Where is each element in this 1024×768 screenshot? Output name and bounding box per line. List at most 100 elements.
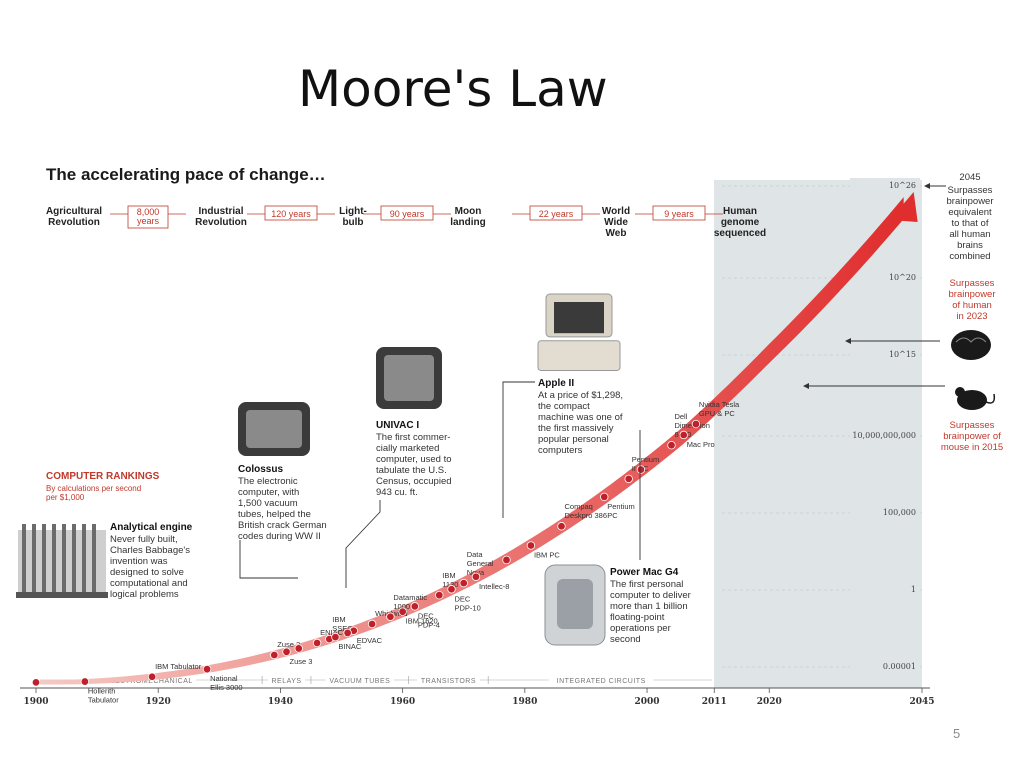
data-point-label: Compaq Deskpro 386 (564, 502, 607, 520)
data-point-label: BINAC (338, 642, 362, 651)
y-label-bg (850, 178, 920, 189)
data-point-label: Intellec-8 (479, 582, 509, 591)
computer-photo (544, 564, 606, 646)
x-tick-label: 1980 (512, 697, 537, 707)
y-tick-label: 10^15 (889, 350, 916, 359)
mouse-body (957, 390, 987, 410)
data-point (410, 602, 420, 611)
tower-front (557, 579, 593, 629)
milestone-gap: 90 years (390, 209, 425, 219)
data-point-label: DEC PDP-4 (418, 611, 440, 629)
annotation-text: The electronic computer, with 1,500 vacuum… (238, 476, 327, 542)
mouse-tail (985, 393, 996, 404)
keyboard-base (537, 340, 621, 371)
milestone-gap-box (529, 205, 583, 221)
data-point (447, 585, 456, 594)
note-text: Surpasses brainpower of mouse in 2015 (941, 420, 1003, 453)
annotation-title: UNIVAC I (376, 420, 419, 431)
rankings-subtitle: By calculations per second per $1,000 (46, 484, 141, 502)
milestone-label: World Wide Web (602, 206, 630, 239)
engine-column (52, 524, 56, 598)
milestone-timeline: Agricultural Revolution 8,000 years Industri… (46, 205, 766, 239)
data-point-label: Datamatic 1000 (393, 593, 427, 611)
annotation-text: Never fully built, Charles Babbage's inven… (110, 534, 190, 600)
data-point-label: DEC PDP-10 (455, 594, 481, 612)
note-arrowhead (924, 183, 930, 189)
data-point (80, 677, 90, 686)
milestone-label: Light-bulb (339, 206, 367, 228)
data-point (31, 678, 41, 687)
era-label: RELAYS (271, 678, 301, 685)
data-point-label: Zuse 2 (277, 640, 300, 649)
y-tick-label: 10,000,000,000 (852, 431, 916, 440)
engine-column (82, 524, 86, 598)
engine-column (32, 524, 36, 598)
mouse-head (955, 387, 965, 397)
x-tick-label: 1940 (268, 697, 293, 707)
data-point-label: EDVAC (357, 636, 383, 645)
data-point-label: IBM PC (534, 551, 560, 560)
y-tick-label: 10^20 (889, 273, 916, 282)
annotation-text: The first commer-cially marketed computer… (376, 432, 452, 498)
data-point (294, 644, 303, 653)
data-point-label: IBM Tabulator (155, 662, 202, 671)
data-point (435, 590, 444, 600)
milestone-label: Industrial Revolution (195, 206, 247, 228)
data-point (502, 555, 511, 565)
note-text: Surpasses brainpower equivalent to that of a… (947, 185, 994, 262)
milestone-label: Human genome sequenced (714, 206, 766, 239)
annotation-leader (502, 381, 535, 518)
annotation-title: Colossus (238, 464, 283, 475)
era-label: INTEGRATED CIRCUITS (557, 678, 646, 685)
engine-column (62, 524, 66, 598)
data-point (667, 440, 676, 450)
era-label-bg (548, 675, 654, 685)
y-label-bg (850, 505, 920, 516)
y-label-bg (850, 428, 920, 439)
data-point (398, 607, 407, 616)
chart-header: The accelerating pace of change… (46, 165, 326, 184)
milestone-gap-box (652, 205, 706, 221)
x-tick-label: 2020 (757, 697, 782, 707)
computer-photo (238, 402, 310, 456)
y-label-bg (850, 347, 920, 358)
data-point (367, 619, 377, 629)
data-point-label: Hollerith Tabulator (88, 687, 119, 705)
data-point (600, 492, 609, 502)
x-tick-label: 2045 (909, 697, 934, 707)
era-label-bg (267, 675, 306, 685)
data-point (282, 647, 291, 656)
data-point-label: IBM 1130 (442, 571, 458, 589)
x-tick-label: 2000 (635, 697, 660, 707)
data-point-label: IBM SSEC (332, 615, 353, 633)
right-notes: 2045 Surpasses brainpower equivalent to that… (803, 172, 1003, 453)
milestone-gap-box (264, 205, 318, 221)
era-label: TRANSISTORS (421, 678, 476, 685)
milestone-gap: 8,000 years (137, 207, 160, 226)
engine-column (72, 524, 76, 598)
mouse-icon (955, 387, 996, 410)
monitor-screen (554, 302, 604, 334)
note-title: 2045 (959, 172, 980, 183)
engine-column (92, 524, 96, 598)
data-point (147, 672, 157, 681)
data-point-label: Zuse 3 (290, 657, 313, 666)
data-point (331, 632, 340, 642)
brain-icon (951, 330, 991, 360)
computer-photo (376, 347, 442, 409)
data-point (312, 638, 322, 648)
growth-arrowhead (889, 192, 918, 223)
annotation-text: At a price of $1,298, the compact machine … (538, 390, 623, 456)
y-tick-label: 10^26 (889, 181, 916, 190)
note-text: Surpasses brainpower of human in 2023 (949, 278, 996, 322)
photo-content (384, 355, 434, 401)
data-point (636, 465, 646, 474)
annotation-title: Apple II (538, 378, 574, 389)
data-point (471, 572, 481, 581)
y-tick-label: 100,000 (883, 508, 916, 517)
x-tick-label: 1900 (23, 697, 48, 707)
milestone-gap: 22 years (539, 209, 574, 219)
annotation-text: The first personal computer to deliver mor… (610, 579, 691, 645)
x-tick-label: 1920 (146, 697, 171, 707)
